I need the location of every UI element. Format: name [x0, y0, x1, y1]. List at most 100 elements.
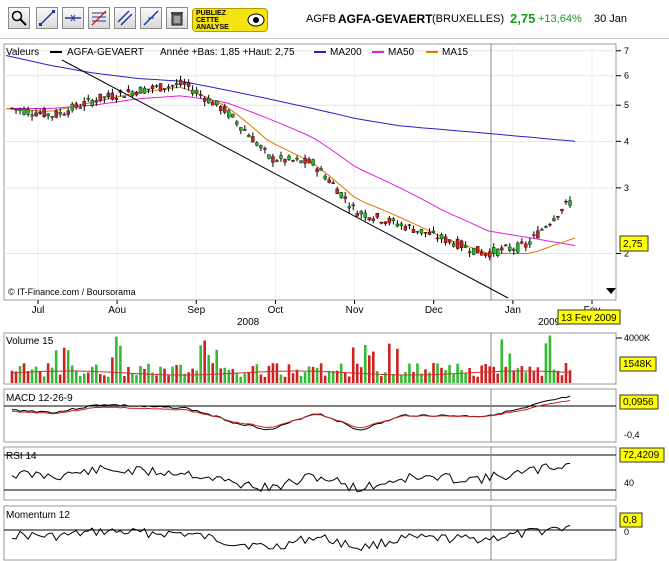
candle-body	[182, 82, 187, 85]
candle-body	[351, 204, 355, 207]
header-stock-name: AGFA-GEVAERT	[338, 12, 433, 26]
volume-bar	[532, 371, 536, 383]
x-tick-label: Sep	[187, 305, 205, 316]
candle-body	[138, 86, 143, 94]
candle-body	[126, 88, 131, 93]
header-market: (BRUXELLES)	[432, 13, 505, 25]
volume-bar	[516, 368, 520, 383]
rsi-chart[interactable]: RSI 14 72,4209 40	[0, 446, 669, 502]
candle-body	[536, 230, 540, 239]
fibonacci-tool-button[interactable]	[88, 7, 110, 29]
volume-bar	[46, 363, 50, 383]
candle-body	[427, 231, 432, 235]
candle-body	[479, 251, 484, 256]
candle-body	[271, 156, 275, 163]
candle-body	[500, 247, 504, 251]
candle-body	[407, 224, 412, 226]
candle-body	[86, 98, 90, 100]
candle-body	[142, 87, 147, 94]
candle-body	[30, 114, 34, 117]
candle-body	[211, 101, 215, 106]
price-y-axis: 7 6 5 4 3 2	[616, 46, 629, 258]
line-tool-button[interactable]	[36, 7, 58, 29]
volume-bar	[428, 372, 431, 383]
y-tick-label: 7	[624, 46, 629, 56]
volume-ma-line	[11, 370, 571, 376]
macd-signal-line	[11, 399, 571, 429]
volume-bar	[62, 347, 66, 383]
header-code: AGFB	[306, 13, 336, 25]
candle-body	[251, 136, 255, 143]
volume-bar	[299, 375, 303, 383]
volume-bar	[275, 363, 279, 383]
volume-bar	[14, 371, 18, 383]
rsi-line	[11, 462, 571, 493]
candle-body	[552, 218, 556, 222]
candle-body	[198, 94, 203, 96]
volume-bar	[544, 343, 548, 383]
volume-bar	[323, 375, 327, 383]
header-price: 2,75	[510, 11, 536, 26]
zoom-tool-button[interactable]	[8, 7, 30, 29]
macd-chart[interactable]: MACD 12-26-9 0,0956 -0,4	[0, 388, 669, 444]
candle-body	[411, 229, 416, 233]
candle-body	[58, 111, 62, 115]
horizontal-line-tool-button[interactable]	[62, 7, 84, 29]
trend-channel-tool-button[interactable]	[114, 7, 136, 29]
legend-ma15: MA15	[442, 47, 469, 58]
candle-body	[339, 192, 343, 198]
volume-bar	[508, 353, 512, 383]
candle-body	[18, 108, 22, 111]
volume-bar	[183, 373, 186, 383]
volume-bar	[247, 371, 251, 383]
volume-bar	[492, 366, 496, 383]
volume-bar	[440, 367, 443, 383]
candle-body	[331, 182, 335, 184]
candle-body	[162, 88, 167, 90]
candle-body	[223, 106, 227, 113]
year-label-2008: 2008	[237, 317, 260, 328]
volume-bar	[103, 375, 106, 383]
parallel-line-tool-button[interactable]	[140, 7, 162, 29]
scroll-down-arrow-icon[interactable]	[606, 288, 616, 294]
candle-body	[556, 216, 560, 218]
candle-body	[134, 91, 139, 96]
volume-bar	[512, 370, 516, 383]
horizontal-line-icon	[65, 14, 81, 22]
rsi-last-value-box	[619, 447, 665, 463]
volume-bar	[86, 372, 90, 383]
candle-body	[82, 101, 86, 107]
volume-bar	[295, 369, 299, 383]
candle-body	[54, 110, 58, 118]
volume-chart[interactable]: Volume 15 4000K 1548K	[0, 332, 669, 386]
legend-price: AGFA-GEVAERT	[67, 47, 144, 58]
volume-bar	[359, 367, 363, 383]
candle-body	[483, 253, 488, 256]
candle-body	[311, 159, 315, 166]
candle-body	[391, 218, 396, 221]
volume-last-value-box	[619, 356, 657, 372]
volume-bar	[504, 366, 508, 383]
trend-line[interactable]	[61, 59, 509, 299]
volume-bar	[472, 375, 475, 383]
candle-body	[488, 251, 492, 258]
candle-body	[471, 247, 476, 255]
candle-body	[492, 247, 496, 254]
candle-body	[170, 85, 175, 87]
momentum-chart[interactable]: Momentum 12 0,8 0	[0, 505, 669, 561]
volume-bar	[54, 350, 58, 383]
trash-tool-button[interactable]	[166, 7, 188, 29]
volume-bar	[143, 368, 146, 383]
y-tick-label: 3	[624, 183, 629, 193]
volume-bar	[18, 366, 22, 383]
series-line-ma200	[5, 55, 576, 142]
candle-body	[38, 112, 42, 114]
volume-bar	[408, 363, 411, 383]
candle-body	[343, 196, 347, 200]
volume-bar	[396, 348, 399, 383]
candle-body	[122, 96, 127, 98]
publish-analysis-button[interactable]: PUBLIEZ CETTE ANALYSE	[192, 8, 268, 32]
candle-body	[26, 109, 30, 115]
volume-bar	[311, 366, 315, 383]
